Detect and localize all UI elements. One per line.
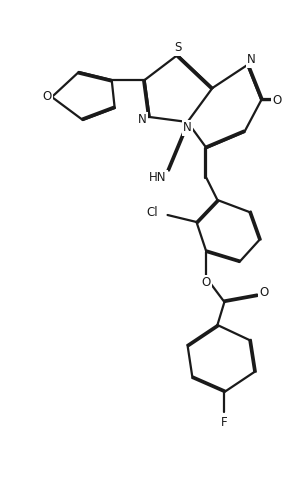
Text: Cl: Cl: [146, 207, 158, 219]
Text: N: N: [138, 113, 147, 127]
Text: O: O: [273, 93, 282, 107]
Text: N: N: [247, 54, 256, 66]
Text: HN: HN: [149, 171, 166, 185]
Text: O: O: [260, 287, 269, 300]
Text: O: O: [42, 90, 52, 104]
Text: S: S: [174, 42, 181, 55]
Text: N: N: [183, 121, 192, 135]
Text: F: F: [221, 415, 228, 429]
Text: O: O: [202, 276, 211, 290]
